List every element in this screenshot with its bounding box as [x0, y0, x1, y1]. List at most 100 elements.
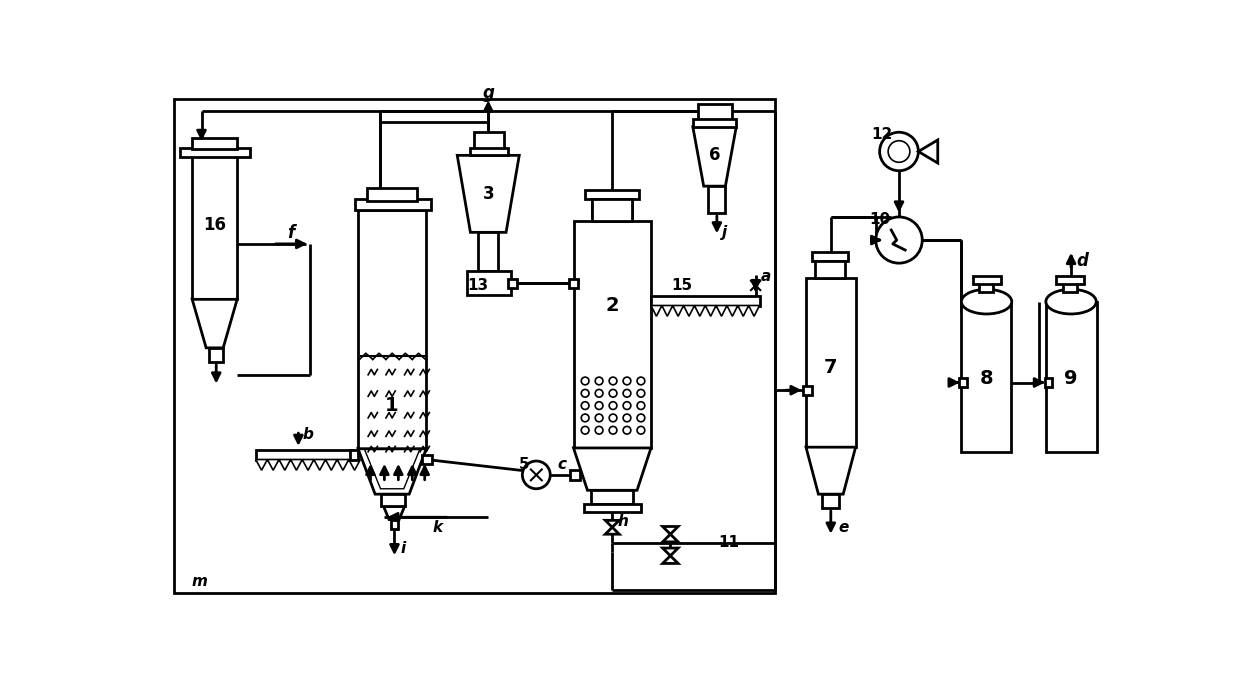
- Text: 16: 16: [203, 216, 226, 234]
- Bar: [507, 279, 517, 288]
- Text: 11: 11: [718, 535, 739, 550]
- Polygon shape: [303, 460, 314, 471]
- Polygon shape: [651, 306, 662, 316]
- Bar: [822, 494, 839, 508]
- Text: j: j: [722, 225, 727, 240]
- Polygon shape: [605, 527, 619, 534]
- Ellipse shape: [961, 289, 1012, 314]
- Polygon shape: [458, 155, 520, 232]
- Text: h: h: [618, 514, 629, 529]
- Bar: [1047, 301, 1096, 452]
- Polygon shape: [348, 460, 361, 471]
- Bar: [474, 132, 503, 151]
- Bar: [467, 271, 511, 295]
- Bar: [593, 199, 632, 221]
- Circle shape: [582, 414, 589, 422]
- Circle shape: [637, 377, 645, 385]
- Bar: [697, 103, 732, 122]
- Text: c: c: [557, 457, 567, 471]
- Bar: [570, 471, 580, 479]
- Circle shape: [637, 414, 645, 422]
- Bar: [1044, 378, 1053, 387]
- Text: e: e: [838, 520, 848, 535]
- Polygon shape: [693, 127, 737, 186]
- Text: 6: 6: [709, 147, 720, 164]
- Text: k: k: [433, 520, 443, 535]
- Bar: [708, 186, 725, 213]
- Polygon shape: [706, 306, 717, 316]
- Bar: [358, 210, 427, 449]
- Text: 12: 12: [872, 127, 893, 142]
- Text: 7: 7: [825, 358, 837, 377]
- Text: i: i: [401, 540, 405, 556]
- Text: 15: 15: [671, 278, 693, 293]
- Polygon shape: [919, 140, 937, 163]
- Bar: [382, 494, 404, 506]
- Bar: [573, 221, 651, 448]
- Circle shape: [595, 377, 603, 385]
- Polygon shape: [662, 556, 678, 564]
- Polygon shape: [573, 448, 651, 490]
- Circle shape: [879, 132, 919, 171]
- Polygon shape: [365, 449, 420, 489]
- Polygon shape: [749, 306, 759, 316]
- Circle shape: [595, 401, 603, 410]
- Bar: [960, 378, 967, 387]
- Bar: [367, 188, 417, 201]
- Polygon shape: [325, 460, 337, 471]
- Circle shape: [582, 390, 589, 397]
- Polygon shape: [337, 460, 348, 471]
- Bar: [961, 301, 1012, 452]
- Circle shape: [582, 426, 589, 434]
- Polygon shape: [279, 460, 290, 471]
- Circle shape: [888, 140, 910, 162]
- Circle shape: [624, 426, 631, 434]
- Polygon shape: [727, 306, 738, 316]
- Bar: [210, 348, 223, 362]
- Text: 13: 13: [467, 278, 489, 293]
- Circle shape: [624, 390, 631, 397]
- Text: b: b: [303, 427, 314, 443]
- Text: 2: 2: [605, 296, 619, 315]
- Text: 10: 10: [869, 212, 890, 227]
- Polygon shape: [358, 449, 427, 494]
- Text: d: d: [1076, 252, 1089, 270]
- Circle shape: [522, 461, 551, 489]
- Circle shape: [609, 390, 618, 397]
- Ellipse shape: [1045, 289, 1096, 314]
- Text: 5: 5: [518, 457, 529, 471]
- Text: f: f: [286, 224, 294, 242]
- Circle shape: [624, 401, 631, 410]
- Bar: [192, 149, 237, 299]
- Bar: [391, 519, 398, 529]
- Bar: [255, 450, 352, 460]
- Text: 9: 9: [1064, 369, 1078, 388]
- Polygon shape: [683, 306, 694, 316]
- Bar: [1056, 276, 1084, 284]
- Circle shape: [582, 401, 589, 410]
- Circle shape: [624, 377, 631, 385]
- Polygon shape: [290, 460, 303, 471]
- Bar: [585, 190, 640, 199]
- Circle shape: [609, 414, 618, 422]
- Circle shape: [609, 401, 618, 410]
- Polygon shape: [672, 306, 683, 316]
- Polygon shape: [255, 460, 268, 471]
- Bar: [806, 278, 856, 447]
- Circle shape: [609, 377, 618, 385]
- Circle shape: [595, 426, 603, 434]
- Bar: [180, 148, 249, 157]
- Polygon shape: [717, 306, 727, 316]
- Polygon shape: [662, 534, 678, 542]
- Bar: [423, 455, 432, 464]
- Bar: [1064, 281, 1078, 292]
- Polygon shape: [314, 460, 325, 471]
- Bar: [593, 194, 603, 217]
- Bar: [479, 232, 498, 271]
- Bar: [355, 199, 432, 210]
- Circle shape: [875, 217, 923, 263]
- Polygon shape: [662, 527, 678, 534]
- Circle shape: [637, 401, 645, 410]
- Bar: [621, 194, 632, 217]
- Polygon shape: [383, 506, 404, 519]
